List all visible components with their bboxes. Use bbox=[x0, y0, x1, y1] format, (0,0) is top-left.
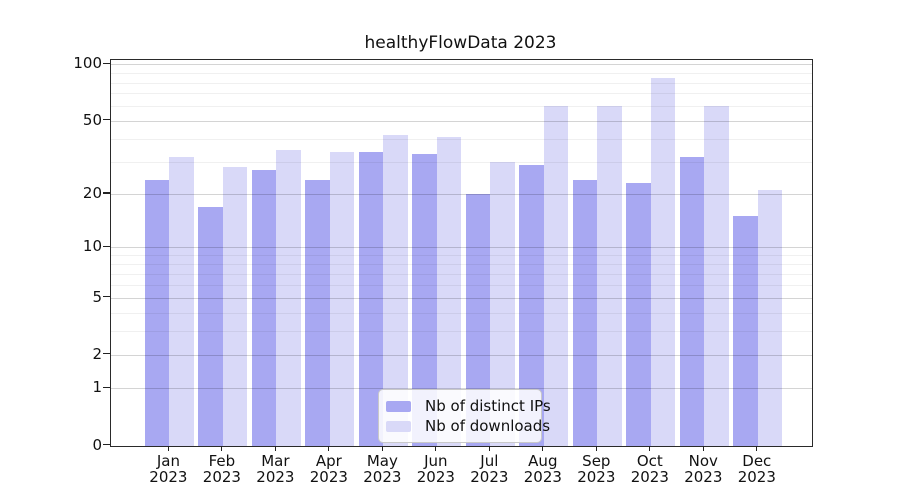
bar-downloads-oct bbox=[650, 77, 676, 446]
gridline-80 bbox=[111, 82, 812, 84]
gridline-60 bbox=[111, 105, 812, 107]
legend-label: Nb of downloads bbox=[425, 417, 551, 435]
x-tick-label-feb: Feb 2023 bbox=[202, 452, 241, 486]
x-tick-mark bbox=[595, 445, 597, 451]
bar-distinct-ips-mar bbox=[251, 170, 277, 446]
x-tick-label-jul: Jul 2023 bbox=[470, 452, 509, 486]
x-tick-label-jan: Jan 2023 bbox=[149, 452, 188, 486]
bar-downloads-feb bbox=[222, 167, 248, 446]
gridline-70 bbox=[111, 93, 812, 95]
y-tick-mark bbox=[103, 119, 110, 121]
gridline-90 bbox=[111, 72, 812, 74]
gridline-6 bbox=[111, 284, 812, 286]
bar-distinct-ips-oct bbox=[626, 183, 651, 446]
gridline-40 bbox=[111, 138, 812, 140]
gridline-1 bbox=[111, 388, 812, 390]
bar-downloads-apr bbox=[329, 151, 355, 446]
bar-distinct-ips-dec bbox=[733, 216, 758, 446]
y-tick-label-0: 0 bbox=[92, 435, 102, 454]
legend-swatch-downloads bbox=[386, 420, 411, 432]
gridline-7 bbox=[111, 273, 812, 275]
x-tick-label-sep: Sep 2023 bbox=[577, 452, 616, 486]
x-tick-mark bbox=[221, 445, 223, 451]
bar-downloads-sep bbox=[597, 105, 622, 446]
x-tick-mark bbox=[435, 445, 437, 451]
x-tick-mark bbox=[274, 445, 276, 451]
y-tick-mark bbox=[103, 295, 110, 298]
x-tick-label-nov: Nov 2023 bbox=[684, 452, 723, 486]
y-tick-mark bbox=[103, 245, 110, 248]
bar-downloads-dec bbox=[757, 190, 783, 446]
x-tick-mark bbox=[702, 445, 704, 451]
x-tick-label-dec: Dec 2023 bbox=[737, 452, 776, 486]
y-tick-mark bbox=[103, 443, 110, 446]
bar-distinct-ips-apr bbox=[305, 179, 330, 446]
gridline-4 bbox=[111, 312, 812, 314]
gridline-100 bbox=[111, 64, 812, 66]
gridline-2 bbox=[111, 354, 812, 356]
y-tick-label-50: 50 bbox=[82, 110, 102, 129]
x-tick-label-aug: Aug 2023 bbox=[523, 452, 562, 486]
legend-swatch-distinct-ips bbox=[386, 400, 411, 412]
gridline-20 bbox=[111, 194, 812, 196]
gridline-10 bbox=[111, 247, 812, 249]
y-tick-label-20: 20 bbox=[82, 184, 102, 203]
legend-label: Nb of distinct IPs bbox=[425, 397, 551, 415]
chart-title: healthyFlowData 2023 bbox=[364, 33, 557, 53]
gridline-9 bbox=[111, 255, 812, 257]
y-tick-label-1: 1 bbox=[92, 378, 102, 397]
plot-area bbox=[110, 59, 813, 447]
x-tick-mark bbox=[167, 445, 169, 451]
legend-item-downloads: Nb of downloads bbox=[386, 416, 550, 436]
bar-distinct-ips-jan bbox=[144, 179, 170, 446]
y-tick-label-10: 10 bbox=[82, 237, 102, 256]
x-tick-mark bbox=[488, 445, 490, 451]
bar-downloads-aug bbox=[543, 105, 569, 446]
x-tick-label-mar: Mar 2023 bbox=[256, 452, 295, 486]
y-tick-mark bbox=[103, 386, 110, 388]
bar-downloads-mar bbox=[276, 149, 301, 446]
legend: Nb of distinct IPs Nb of downloads bbox=[378, 389, 551, 443]
bar-distinct-ips-sep bbox=[572, 179, 598, 446]
y-tick-label-2: 2 bbox=[92, 344, 102, 363]
bar-downloads-jan bbox=[169, 156, 194, 446]
y-tick-label-100: 100 bbox=[73, 54, 102, 73]
gridline-50 bbox=[111, 120, 812, 122]
gridline-5 bbox=[111, 297, 812, 299]
x-tick-label-oct: Oct 2023 bbox=[630, 452, 669, 486]
legend-item-distinct-ips: Nb of distinct IPs bbox=[386, 396, 551, 416]
y-tick-mark bbox=[103, 192, 110, 194]
x-tick-mark bbox=[649, 445, 651, 451]
x-tick-label-may: May 2023 bbox=[363, 452, 402, 486]
x-tick-mark bbox=[381, 445, 383, 451]
bar-downloads-nov bbox=[704, 105, 729, 446]
x-tick-label-apr: Apr 2023 bbox=[309, 452, 348, 486]
y-tick-mark bbox=[103, 353, 110, 355]
bar-distinct-ips-feb bbox=[198, 206, 223, 446]
y-tick-label-5: 5 bbox=[92, 287, 102, 306]
gridline-30 bbox=[111, 161, 812, 163]
x-tick-mark bbox=[756, 445, 758, 451]
x-tick-mark bbox=[542, 445, 544, 451]
x-tick-mark bbox=[328, 445, 330, 451]
gridline-8 bbox=[111, 264, 812, 265]
bar-distinct-ips-nov bbox=[679, 156, 705, 446]
x-tick-label-jun: Jun 2023 bbox=[416, 452, 455, 486]
y-tick-mark bbox=[103, 62, 110, 64]
gridline-3 bbox=[111, 330, 812, 332]
